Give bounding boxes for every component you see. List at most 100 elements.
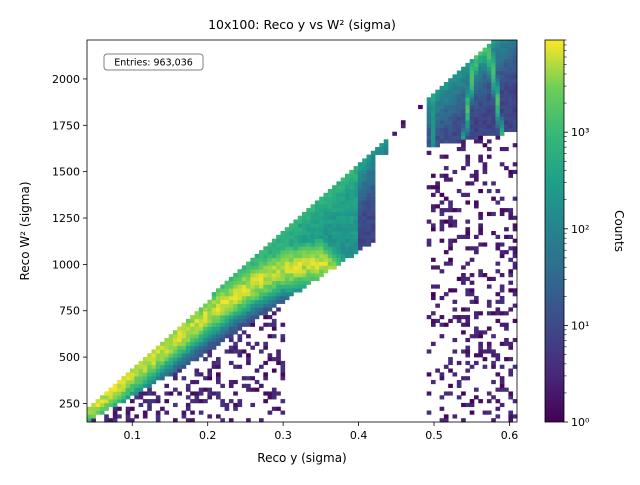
heat-cell bbox=[198, 349, 204, 354]
heat-cell bbox=[482, 124, 488, 129]
heat-cell bbox=[246, 341, 251, 346]
heat-cell bbox=[104, 399, 109, 404]
heat-cell bbox=[259, 253, 264, 259]
heat-cell bbox=[340, 231, 346, 236]
heat-cell bbox=[504, 55, 509, 60]
heat-cell bbox=[138, 379, 144, 385]
heat-cell bbox=[263, 261, 268, 266]
heat-cell bbox=[478, 59, 483, 64]
heat-cell bbox=[125, 395, 131, 400]
heat-cell bbox=[491, 360, 496, 366]
heat-cell bbox=[512, 318, 518, 324]
heat-cell bbox=[469, 364, 475, 369]
heat-cell bbox=[164, 364, 170, 369]
heat-cell bbox=[271, 326, 277, 331]
heat-cell bbox=[194, 330, 200, 335]
heat-cell bbox=[353, 246, 359, 251]
heat-cell bbox=[121, 387, 127, 392]
heat-cell bbox=[297, 261, 303, 266]
heat-cell bbox=[250, 387, 256, 392]
heat-cell bbox=[426, 135, 432, 140]
heat-cell bbox=[224, 295, 230, 301]
heat-cell bbox=[499, 108, 505, 113]
heat-cell bbox=[233, 315, 238, 320]
heat-cell bbox=[112, 406, 118, 411]
heat-cell bbox=[168, 357, 174, 362]
heat-cell bbox=[276, 406, 281, 411]
heat-cell bbox=[237, 353, 243, 358]
heat-cell bbox=[267, 280, 273, 285]
heat-cell bbox=[439, 200, 445, 205]
heat-cell bbox=[250, 311, 256, 316]
heat-cell bbox=[362, 223, 367, 228]
heat-cell bbox=[263, 253, 268, 259]
heat-cell bbox=[435, 127, 440, 133]
entries-annotation: Entries: 963,036 bbox=[114, 58, 193, 69]
heat-cell bbox=[220, 418, 225, 423]
heat-cell bbox=[306, 280, 311, 285]
heat-cell bbox=[190, 341, 195, 346]
heat-cell bbox=[465, 120, 471, 125]
heat-cell bbox=[254, 265, 260, 270]
heat-cell bbox=[336, 231, 342, 236]
heat-cell bbox=[302, 276, 307, 282]
heat-cell bbox=[147, 402, 152, 408]
heat-cell bbox=[370, 188, 376, 194]
heat-cell bbox=[220, 303, 225, 308]
heat-cell bbox=[512, 62, 518, 68]
heat-cell bbox=[263, 341, 268, 346]
heat-cell bbox=[267, 292, 273, 297]
heat-cell bbox=[138, 395, 144, 400]
heat-cell bbox=[194, 334, 200, 339]
heat-cell bbox=[478, 139, 483, 144]
heat-cell bbox=[267, 265, 273, 270]
heat-cell bbox=[233, 280, 238, 285]
heat-cell bbox=[297, 246, 303, 251]
heat-cell bbox=[426, 410, 432, 415]
heat-cell bbox=[486, 89, 492, 94]
heat-cell bbox=[439, 223, 445, 228]
heat-cell bbox=[456, 116, 462, 121]
heat-cell bbox=[366, 211, 372, 217]
heat-cell bbox=[491, 231, 496, 236]
heat-cell bbox=[508, 357, 514, 362]
heat-cell bbox=[435, 368, 440, 373]
heat-cell bbox=[474, 177, 479, 182]
heat-cell bbox=[504, 322, 509, 327]
heat-cell bbox=[443, 108, 449, 113]
heat-cell bbox=[237, 402, 243, 408]
heat-cell bbox=[220, 295, 225, 301]
heat-cell bbox=[426, 124, 432, 129]
heat-cell bbox=[211, 303, 217, 308]
heat-cell bbox=[469, 108, 475, 113]
heat-cell bbox=[439, 173, 445, 178]
heat-cell bbox=[302, 242, 307, 247]
heat-cell bbox=[478, 82, 483, 87]
heat-cell bbox=[340, 192, 346, 197]
heat-cell bbox=[177, 368, 182, 373]
heat-cell bbox=[452, 307, 458, 312]
heat-cell bbox=[207, 345, 213, 350]
heat-cell bbox=[366, 158, 372, 163]
heat-cell bbox=[323, 200, 329, 205]
heat-cell bbox=[508, 66, 514, 71]
heat-cell bbox=[508, 78, 514, 83]
heat-cell bbox=[168, 337, 174, 343]
heat-cell bbox=[302, 227, 307, 232]
heat-cell bbox=[185, 387, 191, 392]
heat-cell bbox=[491, 364, 496, 369]
heat-cell bbox=[495, 82, 501, 87]
heat-cell bbox=[271, 357, 277, 362]
heat-cell bbox=[512, 124, 518, 129]
heat-cell bbox=[237, 307, 243, 312]
y-tick-label: 750 bbox=[59, 305, 80, 318]
heat-cell bbox=[297, 223, 303, 228]
heat-cell bbox=[130, 387, 135, 392]
heat-cell bbox=[426, 143, 432, 148]
heat-cell bbox=[431, 93, 436, 98]
heat-cell bbox=[379, 143, 385, 148]
heat-cell bbox=[486, 104, 492, 110]
heat-cell bbox=[486, 70, 492, 75]
heat-cell bbox=[181, 357, 187, 362]
heat-cell bbox=[461, 120, 466, 125]
